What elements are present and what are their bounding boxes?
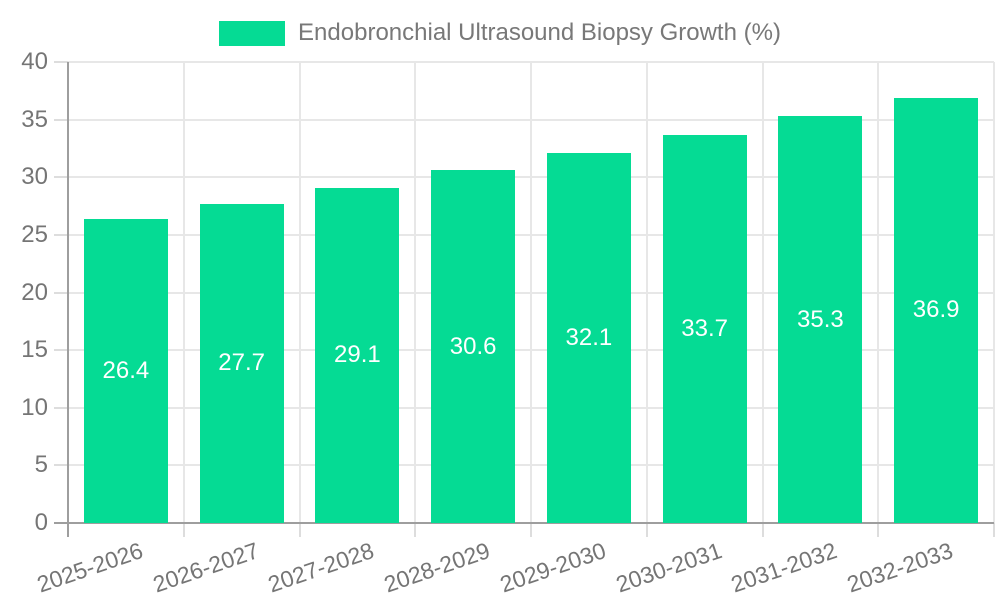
x-axis-tick	[414, 523, 417, 537]
x-gridline	[877, 62, 880, 523]
x-axis-tick	[530, 523, 532, 537]
bar-value-label: 35.3	[797, 305, 844, 333]
y-axis-tick	[54, 61, 68, 63]
bar[interactable]	[315, 187, 400, 523]
legend-swatch	[219, 20, 286, 46]
x-axis-tick	[877, 523, 880, 537]
y-axis-tick-label: 25	[21, 220, 48, 248]
y-axis-tick	[54, 406, 68, 409]
y-axis-tick	[54, 291, 68, 294]
x-gridline	[645, 62, 648, 523]
bar-value-label: 36.9	[912, 296, 960, 324]
x-gridline	[182, 62, 185, 523]
y-axis-tick	[54, 349, 68, 352]
x-axis-tick	[298, 523, 301, 537]
y-axis-tick	[54, 464, 68, 467]
bar[interactable]	[778, 116, 863, 523]
x-axis-tick	[993, 523, 995, 537]
bar-value-label: 27.7	[218, 349, 265, 377]
bar-value-label: 26.4	[102, 356, 150, 384]
x-axis-tick	[761, 523, 764, 537]
legend-label: Endobronchial Ultrasound Biopsy Growth (…	[298, 19, 781, 46]
y-axis-tick-label: 40	[21, 48, 48, 75]
y-axis-tick-label: 35	[21, 105, 48, 133]
x-axis-tick	[182, 523, 185, 537]
x-gridline	[761, 62, 764, 523]
y-axis-tick-label: 10	[21, 393, 48, 421]
bar[interactable]	[83, 218, 168, 523]
bar[interactable]	[199, 203, 284, 523]
y-axis-tick-label: 0	[34, 509, 48, 536]
y-axis-tick	[54, 233, 68, 236]
bar[interactable]	[431, 170, 516, 523]
bar-value-label: 33.7	[681, 314, 728, 342]
x-gridline	[414, 62, 417, 523]
y-axis-tick-label: 15	[21, 336, 48, 364]
y-axis-tick	[54, 176, 68, 179]
bar[interactable]	[546, 153, 631, 523]
bar-value-label: 29.1	[334, 341, 381, 369]
x-gridline	[530, 62, 532, 523]
x-axis-line	[54, 522, 994, 524]
y-axis-tick-label: 20	[21, 278, 48, 306]
bar-value-label: 32.1	[565, 324, 613, 352]
chart-legend[interactable]: Endobronchial Ultrasound Biopsy Growth (…	[0, 19, 1000, 47]
bar-value-label: 30.6	[449, 332, 497, 360]
y-axis-tick	[54, 118, 68, 121]
x-gridline	[298, 62, 301, 523]
y-axis-tick-label: 30	[21, 163, 48, 191]
y-axis-tick-label: 5	[34, 451, 48, 479]
bar[interactable]	[894, 97, 979, 523]
x-axis-tick	[645, 523, 648, 537]
x-gridline	[993, 62, 995, 523]
bar[interactable]	[662, 134, 747, 523]
y-axis-line	[67, 62, 69, 537]
